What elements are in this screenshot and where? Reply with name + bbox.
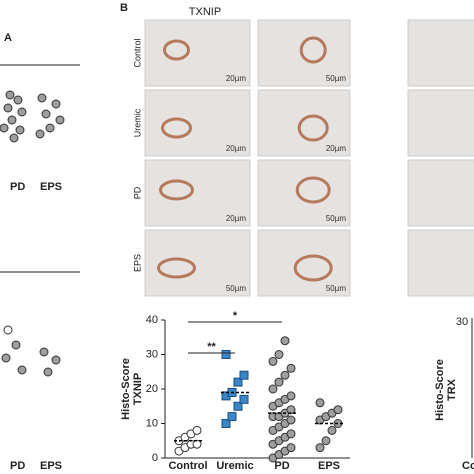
point bbox=[321, 436, 331, 446]
scale-bar-label: 50µm bbox=[326, 74, 347, 83]
tissue bbox=[159, 179, 194, 201]
y-tick-label: 10 bbox=[146, 417, 158, 429]
point bbox=[221, 350, 231, 359]
tissue bbox=[161, 117, 192, 139]
y-tick-label: 0 bbox=[152, 452, 158, 464]
y-label-line: TXNIP bbox=[132, 373, 144, 405]
micrograph bbox=[407, 89, 474, 157]
point bbox=[280, 336, 290, 346]
point bbox=[315, 398, 325, 408]
point bbox=[221, 419, 231, 428]
tick-label: 30 bbox=[456, 316, 468, 328]
micrograph bbox=[144, 19, 251, 87]
scale-bar-label: 20µm bbox=[226, 214, 247, 223]
scale-bar-label: 50µm bbox=[226, 284, 247, 293]
row-label: Control bbox=[132, 38, 142, 67]
micrograph bbox=[407, 159, 474, 227]
micrograph bbox=[407, 19, 474, 87]
category-label: PD bbox=[10, 460, 25, 472]
sig-mark: * bbox=[233, 310, 238, 322]
panel-label: B bbox=[120, 2, 128, 14]
y-label-line: TRX bbox=[446, 378, 458, 401]
row-label: EPS bbox=[132, 254, 142, 272]
tissue bbox=[157, 257, 196, 279]
tissue bbox=[295, 176, 331, 204]
point bbox=[280, 370, 290, 380]
micrographs: Control 20µm 50µm Uremic 20µm 20µm PD 20µm 50µm E… bbox=[132, 19, 351, 297]
tissue bbox=[299, 36, 327, 64]
point bbox=[233, 401, 243, 411]
point bbox=[274, 350, 284, 359]
micrograph bbox=[407, 229, 474, 297]
point bbox=[333, 405, 343, 415]
panel-b: B TXNIP Control 20µm 50µm Uremic 20µm 20µm PD 2… bbox=[120, 2, 351, 472]
y-label-line: Histo-Score bbox=[434, 359, 446, 421]
point bbox=[286, 443, 296, 453]
category-label: PD bbox=[10, 181, 25, 193]
row-label: PD bbox=[132, 186, 142, 199]
scale-bar-label: 50µm bbox=[326, 214, 347, 223]
micrograph bbox=[257, 89, 351, 157]
point bbox=[274, 377, 284, 387]
x-tick-label: PD bbox=[274, 460, 289, 472]
scale-bar-label: 20µm bbox=[226, 144, 247, 153]
micrograph bbox=[144, 89, 251, 157]
point bbox=[315, 443, 325, 453]
y-label-line: Histo-Score bbox=[120, 358, 132, 420]
y-axis-label: Histo-ScoreTRX bbox=[434, 359, 458, 421]
y-axis-label: Histo-ScoreTXNIP bbox=[120, 358, 144, 420]
y-tick-label: 30 bbox=[146, 348, 158, 360]
panel-c: Histo-ScoreTRX 30 Control bbox=[407, 19, 474, 472]
x-tick-label: Control bbox=[168, 460, 207, 472]
panel-title: TXNIP bbox=[189, 6, 221, 18]
dot-plot: 0 10 20 30 40 Histo-ScoreTXNIP Control Uremic PD… bbox=[120, 310, 350, 472]
dots bbox=[0, 90, 65, 377]
category-label: Control bbox=[462, 460, 474, 472]
category-label: EPS bbox=[40, 460, 62, 472]
point bbox=[233, 377, 243, 387]
point bbox=[286, 391, 296, 401]
point bbox=[327, 425, 337, 435]
micrograph bbox=[257, 229, 351, 297]
point bbox=[239, 394, 249, 404]
point bbox=[192, 425, 202, 435]
row-label: Uremic bbox=[132, 108, 142, 137]
category-label: EPS bbox=[40, 181, 62, 193]
panel-a: A PD EPS PD EPS bbox=[0, 32, 80, 472]
point bbox=[286, 363, 296, 373]
point bbox=[286, 429, 296, 439]
x-tick-label: EPS bbox=[318, 460, 340, 472]
point bbox=[239, 370, 249, 380]
micrograph bbox=[257, 159, 351, 227]
tissue bbox=[163, 39, 190, 61]
scale-bar-label: 20µm bbox=[326, 144, 347, 153]
point bbox=[227, 412, 237, 422]
micrograph bbox=[257, 19, 351, 87]
scale-bar-label: 50µm bbox=[326, 284, 347, 293]
point bbox=[268, 384, 278, 394]
tissue bbox=[293, 254, 333, 282]
panel-label: A bbox=[4, 32, 12, 44]
point bbox=[268, 356, 278, 366]
y-tick-label: 40 bbox=[146, 314, 158, 326]
y-tick-label: 20 bbox=[146, 383, 158, 395]
tissue bbox=[297, 114, 329, 142]
sig-mark: ** bbox=[207, 341, 216, 353]
scale-bar-label: 20µm bbox=[226, 74, 247, 83]
point bbox=[286, 415, 296, 425]
x-tick-label: Uremic bbox=[216, 460, 253, 472]
